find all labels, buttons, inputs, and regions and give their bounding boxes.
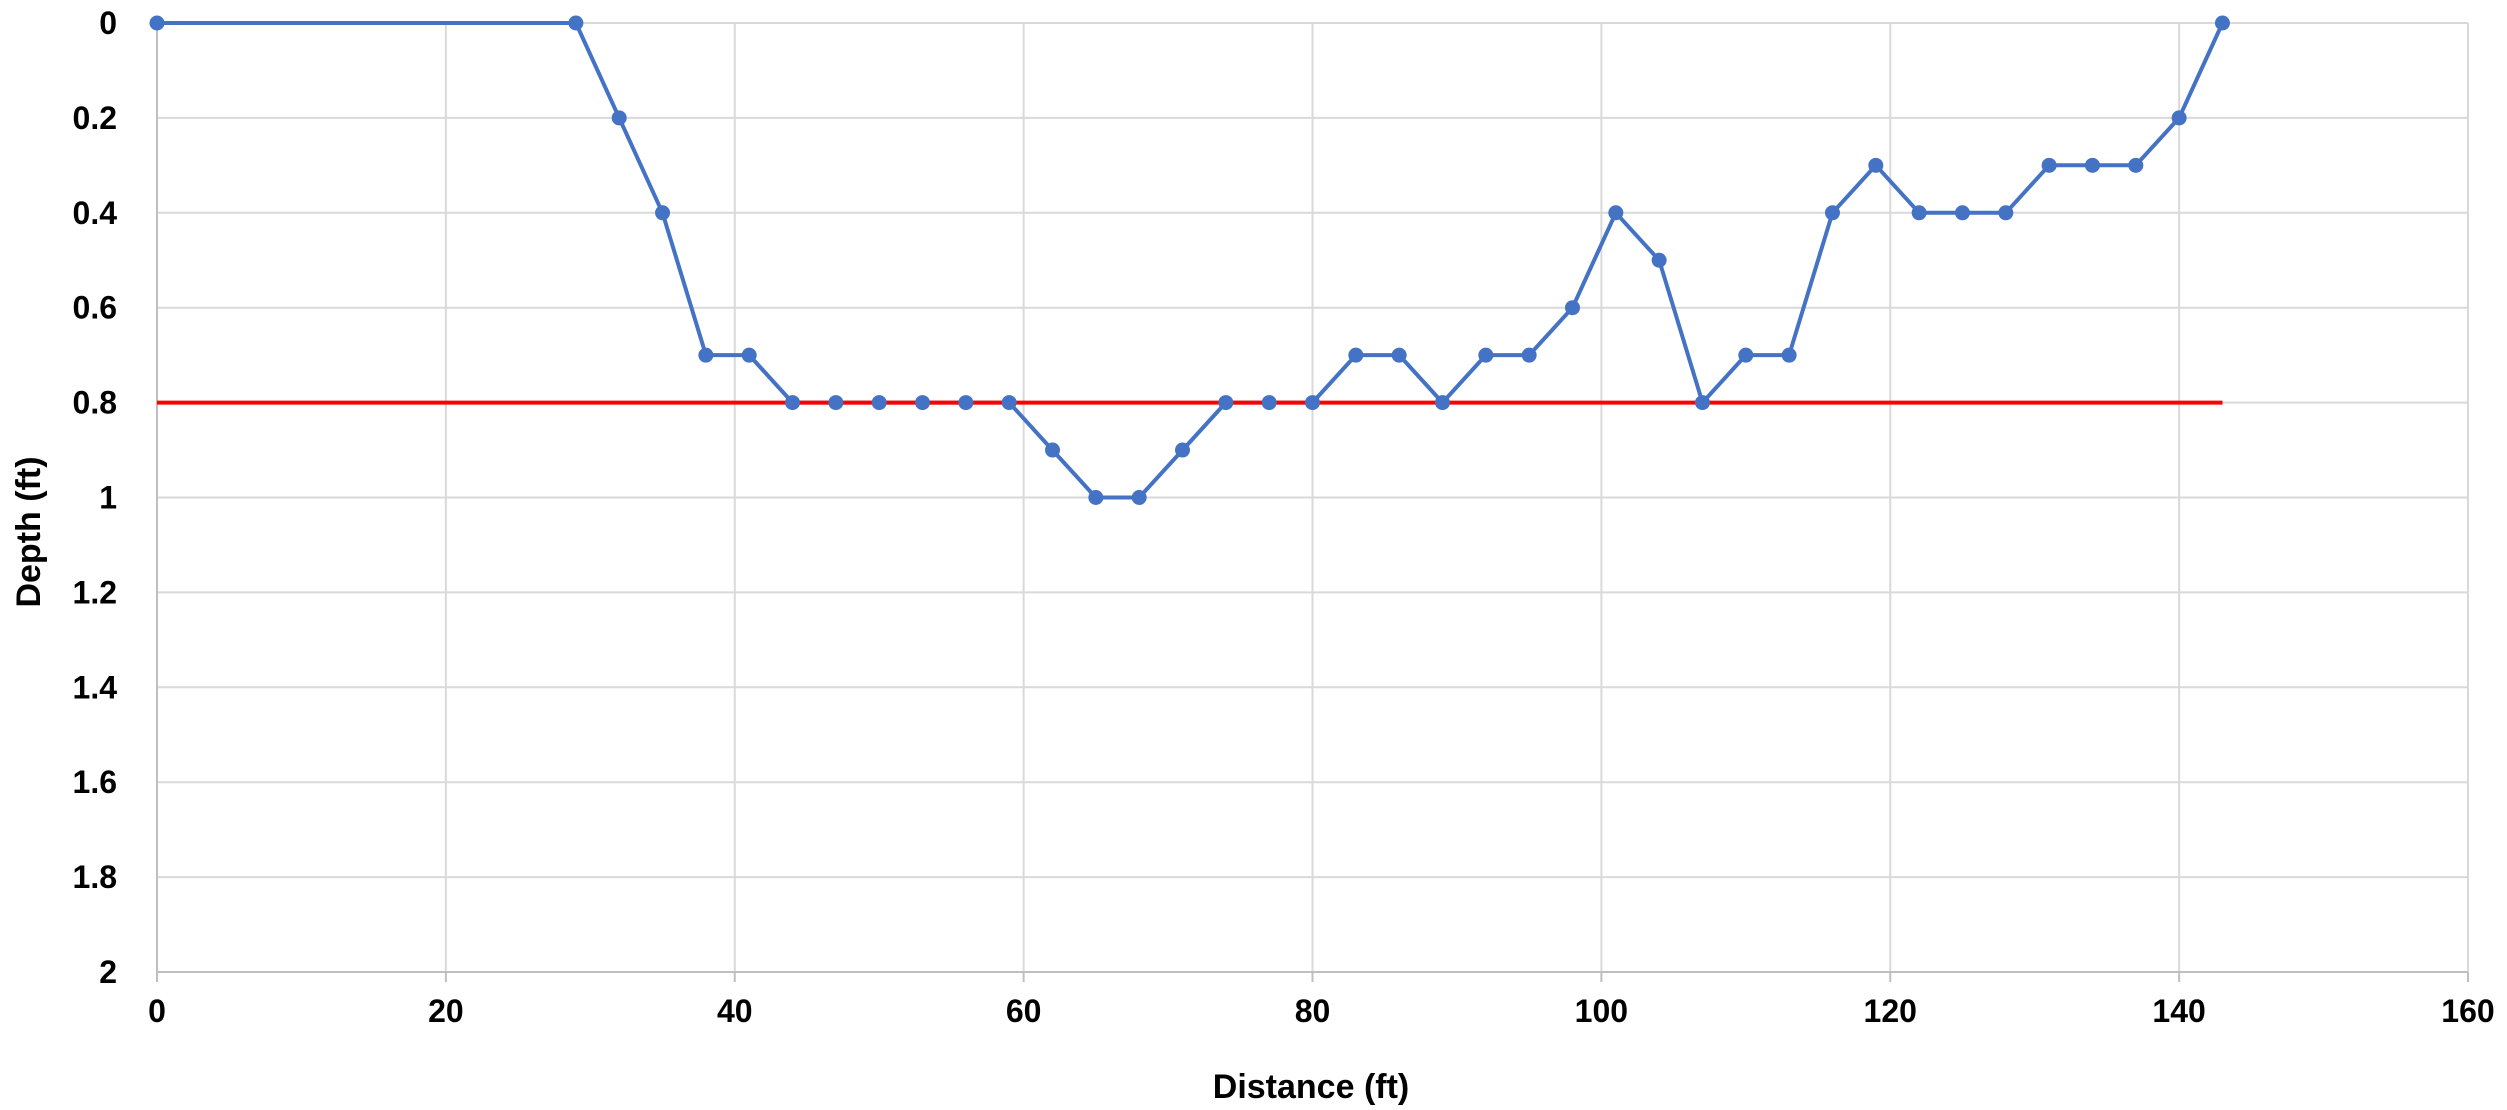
data-point: [655, 205, 671, 221]
data-point: [611, 110, 627, 126]
data-point: [1001, 395, 1017, 411]
x-axis-title: Distance (ft): [1213, 1068, 1409, 1106]
x-tick-label: 40: [717, 993, 753, 1029]
y-tick-label: 1: [99, 480, 117, 516]
data-point: [1954, 205, 1970, 221]
data-point: [785, 395, 801, 411]
data-point: [915, 395, 931, 411]
x-tick-label: 60: [1006, 993, 1042, 1029]
data-point: [1218, 395, 1234, 411]
tick-labels: 0 20 40 60 80 100 120 140 160 0 0.2 0.4 0.6 0.8 1 1.2 1.…: [73, 5, 2495, 1029]
data-point: [2084, 157, 2100, 173]
data-point: [2041, 157, 2057, 173]
data-point: [1824, 205, 1840, 221]
y-tick-label: 0.4: [73, 195, 118, 231]
x-tick-label: 0: [148, 993, 166, 1029]
data-point: [871, 395, 887, 411]
data-point: [1608, 205, 1624, 221]
data-point: [1521, 347, 1537, 363]
data-point: [1868, 157, 1884, 173]
y-tick-label: 0.2: [73, 100, 117, 136]
data-point: [568, 15, 584, 31]
data-point: [1131, 490, 1147, 505]
x-tick-label: 100: [1575, 993, 1628, 1029]
y-tick-label: 0.8: [73, 385, 117, 421]
data-point: [1088, 490, 1104, 505]
data-point: [698, 347, 714, 363]
data-point: [1738, 347, 1754, 363]
y-tick-label: 1.4: [73, 669, 118, 705]
data-point: [1651, 252, 1667, 268]
data-point: [1434, 395, 1450, 411]
data-point: [958, 395, 974, 411]
y-tick-label: 0: [99, 5, 117, 41]
y-tick-label: 2: [99, 954, 117, 990]
data-point: [1348, 347, 1364, 363]
x-tick-label: 80: [1295, 993, 1331, 1029]
x-tick-label: 20: [428, 993, 464, 1029]
data-point: [1694, 395, 1710, 411]
data-point: [1175, 442, 1191, 458]
data-point: [741, 347, 757, 363]
data-point: [1911, 205, 1927, 221]
data-point: [1261, 395, 1277, 411]
data-point: [2128, 157, 2144, 173]
data-point: [1045, 442, 1061, 458]
y-axis-title: Depth (ft): [10, 456, 48, 607]
data-point: [1391, 347, 1407, 363]
x-tick-label: 160: [2441, 993, 2494, 1029]
data-point: [2214, 15, 2230, 31]
x-tick-label: 120: [1864, 993, 1917, 1029]
data-point: [1478, 347, 1494, 363]
data-point: [1781, 347, 1797, 363]
data-point: [1998, 205, 2014, 221]
y-tick-label: 0.6: [73, 290, 117, 326]
data-point: [828, 395, 844, 411]
y-tick-label: 1.8: [73, 859, 117, 895]
series-layer: [149, 15, 2230, 505]
y-tick-label: 1.6: [73, 764, 117, 800]
axes: [156, 23, 2469, 982]
depth-profile-line: [157, 21, 2225, 500]
data-point: [2171, 110, 2187, 126]
y-tick-label: 1.2: [73, 574, 117, 610]
x-tick-label: 140: [2152, 993, 2205, 1029]
data-point: [149, 15, 165, 31]
data-point: [1305, 395, 1320, 411]
data-point: [1564, 300, 1580, 316]
